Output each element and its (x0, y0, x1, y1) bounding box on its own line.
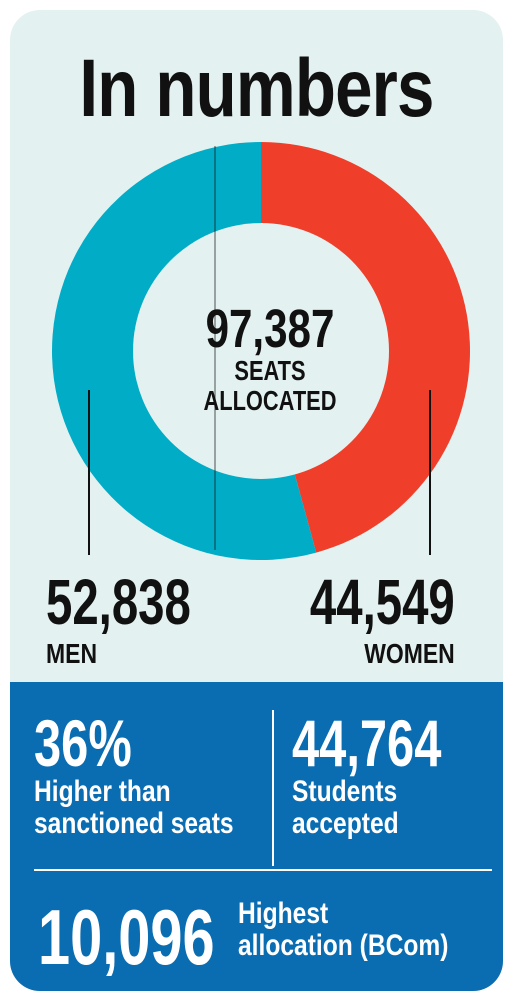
highest-desc-1: Highest (238, 897, 329, 930)
highest-desc-2: allocation (BCom) (238, 929, 449, 963)
stats-panel (10, 682, 503, 991)
accepted-value: 44,764 (292, 706, 442, 780)
highest-value: 10,096 (38, 893, 215, 981)
infographic-card: In numbers 97,387 SEATS ALLOCATED 52,838… (10, 10, 503, 991)
accepted-desc-1: Students (292, 775, 398, 808)
higher-than-sanctioned-stat: 36% Higher than sanctioned seats (34, 710, 277, 841)
men-value: 52,838 (46, 566, 191, 638)
total-seats-value: 97,387 (205, 299, 335, 359)
women-value: 44,549 (310, 566, 455, 638)
percent-value: 36% (34, 706, 132, 780)
total-seats-label-2: ALLOCATED (203, 385, 337, 417)
panel-horizontal-divider (34, 869, 492, 871)
men-label: MEN (46, 638, 98, 669)
panel-vertical-divider (272, 710, 274, 866)
highest-desc: Highest allocation (BCom) (238, 897, 449, 963)
accepted-desc-2: accepted (292, 807, 399, 841)
women-stat: 44,549 WOMEN (259, 570, 455, 668)
donut-chart (51, 142, 470, 561)
donut-hole (133, 223, 389, 479)
donut-center-label: 97,387 SEATS ALLOCATED (160, 302, 380, 416)
percent-desc-2: sanctioned seats (34, 807, 234, 841)
women-label: WOMEN (364, 638, 455, 669)
total-seats-label-1: SEATS (234, 355, 306, 386)
students-accepted-stat: 44,764 Students accepted (292, 710, 494, 841)
percent-desc-1: Higher than (34, 775, 171, 808)
highest-allocation-stat: 10,096 Highest allocation (BCom) (38, 893, 448, 981)
men-stat: 52,838 MEN (46, 570, 242, 668)
page-title: In numbers (79, 43, 434, 134)
